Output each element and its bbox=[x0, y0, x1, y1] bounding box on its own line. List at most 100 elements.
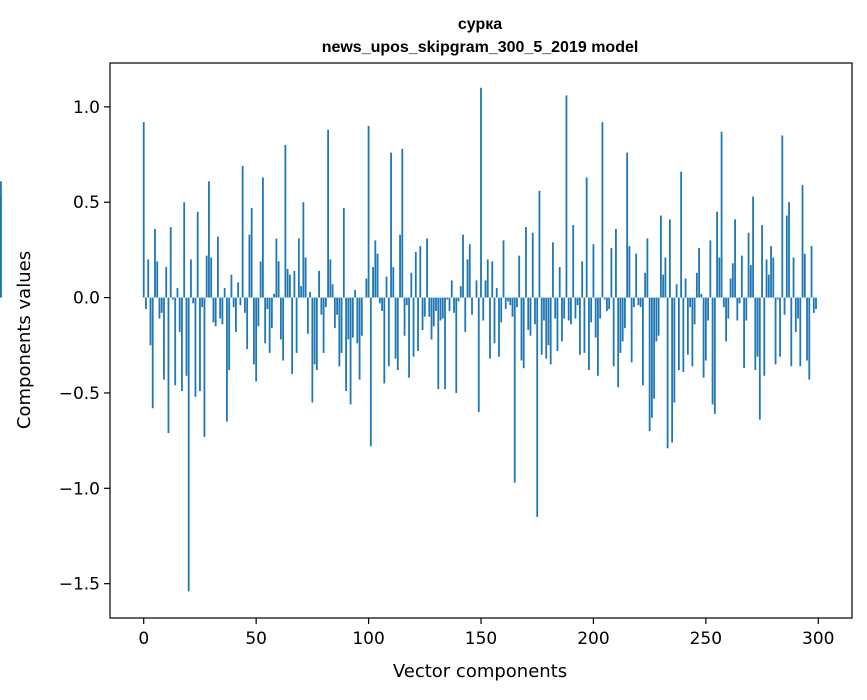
bar-158 bbox=[498, 298, 500, 357]
bar-94 bbox=[354, 290, 356, 298]
bar-69 bbox=[298, 238, 300, 297]
bar-127 bbox=[428, 298, 430, 317]
bar-278 bbox=[768, 275, 770, 298]
bar-63 bbox=[284, 145, 286, 298]
bar-32 bbox=[215, 298, 217, 327]
bar-241 bbox=[685, 279, 687, 298]
bar-64 bbox=[287, 269, 289, 298]
bar-126 bbox=[426, 238, 428, 297]
bar-75 bbox=[311, 298, 313, 403]
y-tick-label: 1.0 bbox=[73, 98, 100, 118]
bar-14 bbox=[174, 298, 176, 386]
bar-166 bbox=[516, 298, 518, 308]
bar-206 bbox=[606, 298, 608, 311]
bar-150 bbox=[480, 88, 482, 298]
bar-2 bbox=[147, 259, 149, 297]
bar-1 bbox=[145, 298, 147, 309]
bar-212 bbox=[620, 298, 622, 353]
bar-184 bbox=[557, 298, 559, 351]
y-tick-label: −0.5 bbox=[59, 384, 100, 404]
bar-115 bbox=[401, 149, 403, 298]
bar-219 bbox=[635, 254, 637, 298]
bar-139 bbox=[455, 298, 457, 393]
bar-189 bbox=[568, 298, 570, 321]
bar-128 bbox=[431, 298, 433, 340]
bar-229 bbox=[658, 298, 660, 336]
bar-41 bbox=[235, 298, 237, 332]
bar-254 bbox=[714, 298, 716, 414]
bar-59 bbox=[275, 238, 277, 297]
bar-31 bbox=[213, 298, 215, 323]
bar-90 bbox=[345, 298, 347, 391]
bar-264 bbox=[736, 298, 738, 321]
bar-58 bbox=[273, 294, 275, 298]
bar-122 bbox=[417, 298, 419, 351]
bar-296 bbox=[808, 298, 810, 380]
bar-87 bbox=[338, 298, 340, 367]
bar-66 bbox=[291, 298, 293, 374]
bar-99 bbox=[365, 279, 367, 298]
bar-285 bbox=[784, 298, 786, 315]
bar-272 bbox=[754, 298, 756, 370]
bar-217 bbox=[631, 298, 633, 363]
bar-111 bbox=[392, 267, 394, 298]
bar-240 bbox=[682, 298, 684, 372]
bar-210 bbox=[615, 229, 617, 298]
bar-47 bbox=[249, 235, 251, 298]
x-tick-label: 100 bbox=[352, 629, 384, 649]
bar-56 bbox=[269, 298, 271, 353]
bar-192 bbox=[575, 298, 577, 319]
bar-49 bbox=[253, 298, 255, 365]
bar-110 bbox=[390, 153, 392, 298]
bar-288 bbox=[790, 298, 792, 367]
bar-292 bbox=[799, 298, 801, 367]
bar-238 bbox=[678, 298, 680, 370]
bar-52 bbox=[260, 261, 262, 297]
bar-123 bbox=[419, 246, 421, 297]
bar-196 bbox=[584, 298, 586, 353]
x-tick-label: 200 bbox=[577, 629, 609, 649]
bar-276 bbox=[763, 298, 765, 376]
bar-55 bbox=[266, 298, 268, 309]
bar-96 bbox=[359, 298, 361, 380]
bar-143 bbox=[464, 298, 466, 332]
bar-230 bbox=[660, 216, 662, 298]
bar-232 bbox=[664, 258, 666, 298]
bar-235 bbox=[671, 298, 673, 443]
bar-92 bbox=[350, 298, 352, 405]
bar-197 bbox=[586, 177, 588, 297]
bar-203 bbox=[599, 298, 601, 319]
bar-133 bbox=[442, 298, 444, 319]
bar-194 bbox=[579, 298, 581, 355]
bar-201 bbox=[595, 298, 597, 338]
chart-subtitle: news_upos_skipgram_300_5_2019 model bbox=[322, 39, 639, 56]
bar-234 bbox=[669, 219, 671, 297]
bar-255 bbox=[716, 212, 718, 298]
bar-218 bbox=[633, 298, 635, 308]
bar-198 bbox=[588, 298, 590, 370]
bar-114 bbox=[399, 235, 401, 298]
bar-125 bbox=[424, 298, 426, 317]
bar-279 bbox=[770, 246, 772, 297]
bar-84 bbox=[332, 284, 334, 297]
bar-263 bbox=[734, 219, 736, 297]
bar-85 bbox=[334, 298, 336, 329]
bar-253 bbox=[712, 298, 714, 405]
bar-191 bbox=[572, 225, 574, 297]
bar-11 bbox=[168, 298, 170, 433]
bar-79 bbox=[320, 298, 322, 315]
bar-294 bbox=[804, 254, 806, 298]
bar-21 bbox=[190, 259, 192, 297]
x-tick-label: 250 bbox=[690, 629, 722, 649]
bar-34 bbox=[219, 298, 221, 319]
bar-142 bbox=[462, 235, 464, 298]
bar-16 bbox=[179, 298, 181, 332]
bar-9 bbox=[163, 298, 165, 380]
bar-242 bbox=[687, 298, 689, 355]
bar-257 bbox=[721, 132, 723, 298]
bar-29 bbox=[208, 181, 210, 297]
bar-74 bbox=[309, 292, 311, 298]
bar-35 bbox=[222, 298, 224, 325]
bar-274 bbox=[759, 298, 761, 420]
